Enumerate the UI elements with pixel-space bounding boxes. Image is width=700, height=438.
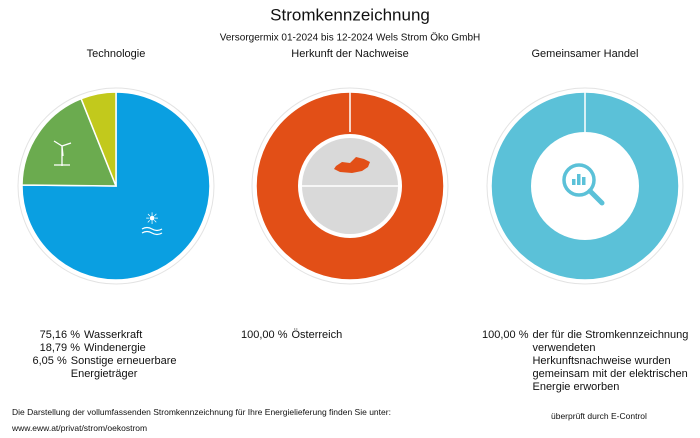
pie-outline [251,87,449,285]
legend-value: 100,00 % [482,329,529,341]
footer-url: www.eww.at/privat/strom/oekostrom [12,423,148,433]
legend-row: 75,16 % Wasserkraft [12,329,212,342]
page-title: Stromkennzeichnung [270,5,430,24]
icon-wind [53,140,72,166]
chart-title: Technologie [87,48,146,60]
legend-value: 100,00 % [241,329,288,341]
legend-label: Österreich [291,329,343,341]
legend-row: 18,79 % Windenergie [12,342,212,355]
icon-bar [572,179,576,185]
chart-title: Herkunft der Nachweise [291,48,408,60]
icon-waves [141,226,163,236]
legend-value: 75,16 % [39,329,80,341]
icon-bar [582,177,586,185]
legend: 75,16 % Wasserkraft 18,79 % Windenergie 6,05… [12,329,212,381]
footer-control: überprüft durch E-Control [551,411,647,421]
legend-row: 100,00 % der für die Stromkennzeichnung v… [482,329,694,394]
footer-note: Die Darstellung der vollumfassenden Stro… [12,407,391,417]
pie-outline [486,87,684,285]
pie-slice [80,91,117,187]
legend-value: 6,05 % [32,355,67,367]
chart-title: Gemeinsamer Handel [532,48,639,60]
legend-label: Wasserkraft [84,329,143,341]
icon-bar [577,174,581,185]
inner-disc [531,132,639,240]
pie-slice [21,97,118,187]
icon-water: ☀ [145,211,159,228]
legend-row: 6,05 % Sonstige erneuerbare Energieträger [12,355,212,381]
icon-lens [562,163,596,197]
pie-outline [17,87,215,285]
legend-label: Sonstige erneuerbare Energieträger [70,355,177,380]
pie-slice [21,91,211,281]
legend-row: 100,00 % Österreich [241,329,441,342]
legend: 100,00 % Österreich [241,329,441,342]
legend: 100,00 % der für die Stromkennzeichnung v… [482,329,694,394]
legend-label: der für die Stromkennzeichnung verwendet… [532,329,689,393]
page-subtitle: Versorgermix 01-2024 bis 12-2024 Wels St… [220,32,480,44]
legend-label: Windenergie [84,342,146,354]
icon-austria [334,157,370,173]
icon-handle [587,188,605,206]
legend-value: 18,79 % [39,342,80,354]
